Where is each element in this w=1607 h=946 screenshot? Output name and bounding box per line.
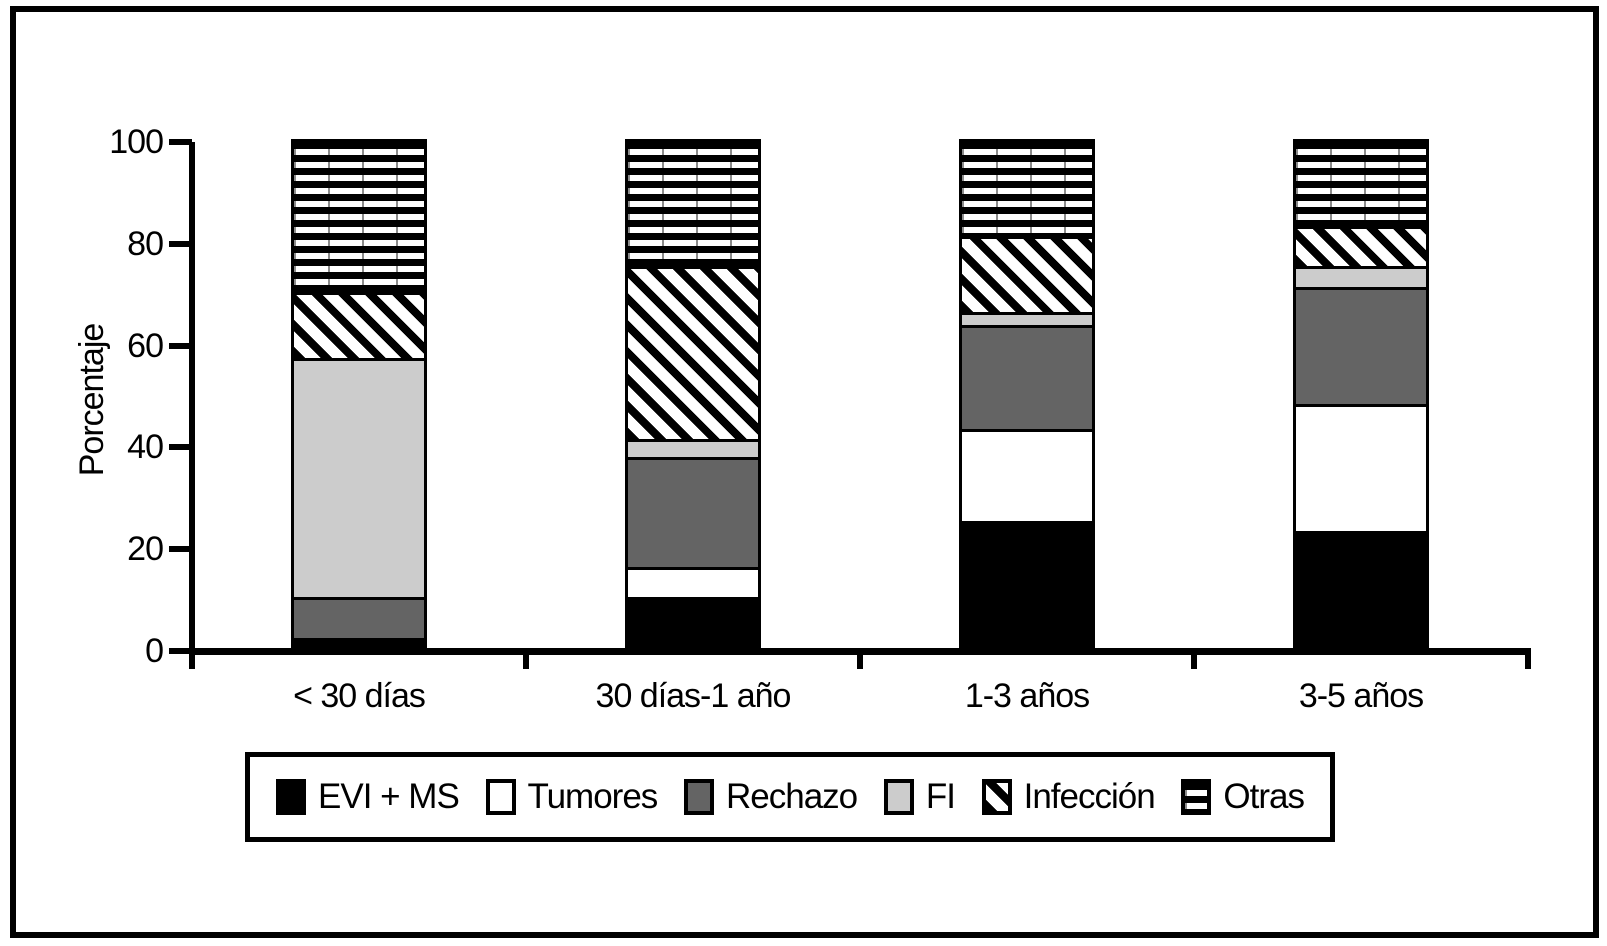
y-tick-mark	[169, 546, 192, 553]
segment-infecci-n	[625, 266, 761, 443]
segment-tumores	[625, 566, 761, 601]
legend-swatch-solid-lightgray	[883, 779, 914, 815]
segment-infecci-n	[1293, 225, 1429, 270]
x-tick-mark	[523, 651, 529, 669]
bar-4	[1293, 139, 1429, 651]
legend-swatch-solid-darkgray	[683, 779, 714, 815]
x-category-label: 1-3 años	[964, 677, 1090, 715]
y-tick-mark	[169, 444, 192, 451]
segment-otras	[625, 139, 761, 270]
segment-fi	[1293, 266, 1429, 290]
segment-otras	[291, 139, 427, 295]
legend-item-tumores: Tumores	[485, 777, 659, 816]
segment-rechazo	[625, 457, 761, 570]
x-category-label: 3-5 años	[1298, 677, 1424, 715]
segment-rechazo	[291, 597, 427, 641]
legend: EVI + MS Tumores Rechazo FI Infección Otras	[245, 752, 1335, 842]
y-tick-label: 20	[127, 530, 164, 569]
bar-3	[959, 139, 1095, 651]
y-axis-title: Porcentaje	[73, 323, 111, 477]
y-tick-mark	[169, 342, 192, 349]
y-tick-label: 100	[109, 123, 164, 161]
legend-label: Tumores	[527, 777, 659, 816]
legend-item-fi: FI	[883, 777, 956, 816]
segment-rechazo	[1293, 286, 1429, 407]
y-tick-mark	[169, 648, 192, 654]
legend-label: Otras	[1223, 777, 1305, 816]
segment-otras	[959, 139, 1095, 239]
legend-item-otras: Otras	[1181, 777, 1305, 816]
x-category-label: < 30 días	[293, 677, 426, 715]
legend-swatch-solid-white	[485, 779, 516, 815]
y-tick-mark	[169, 139, 192, 145]
x-tick-mark	[189, 651, 195, 669]
bar-2	[625, 139, 761, 651]
figure-outer-border	[10, 6, 1599, 938]
legend-label: Infección	[1023, 777, 1156, 816]
y-axis-line	[189, 142, 195, 655]
legend-item-infecci-n: Infección	[981, 777, 1156, 816]
legend-swatch-horizontal-lines	[1181, 779, 1212, 815]
segment-evi-ms	[959, 520, 1095, 651]
legend-item-rechazo: Rechazo	[683, 777, 858, 816]
segment-infecci-n	[291, 291, 427, 361]
x-tick-mark	[1525, 651, 1531, 669]
segment-otras	[1293, 139, 1429, 229]
segment-infecci-n	[959, 235, 1095, 316]
x-tick-mark	[1191, 651, 1197, 669]
segment-tumores	[1293, 403, 1429, 534]
legend-label: EVI + MS	[318, 777, 460, 816]
segment-rechazo	[959, 324, 1095, 433]
legend-swatch-solid-black	[276, 779, 306, 815]
segment-fi	[291, 357, 427, 601]
y-tick-label: 80	[127, 224, 164, 263]
y-tick-label: 40	[127, 428, 164, 467]
legend-label: Rechazo	[725, 777, 858, 816]
legend-item-evi-ms: EVI + MS	[276, 777, 460, 816]
segment-fi	[625, 439, 761, 461]
segment-tumores	[959, 429, 1095, 524]
bar-1	[291, 139, 427, 651]
segment-evi-ms	[625, 597, 761, 651]
y-tick-label: 0	[145, 632, 164, 670]
y-tick-mark	[169, 240, 192, 247]
legend-swatch-diagonal-hatch	[981, 779, 1012, 815]
x-category-label: 30 días-1 año	[595, 677, 792, 715]
legend-label: FI	[925, 777, 956, 816]
x-tick-mark	[857, 651, 863, 669]
segment-evi-ms	[1293, 530, 1429, 651]
y-tick-label: 60	[127, 326, 164, 365]
